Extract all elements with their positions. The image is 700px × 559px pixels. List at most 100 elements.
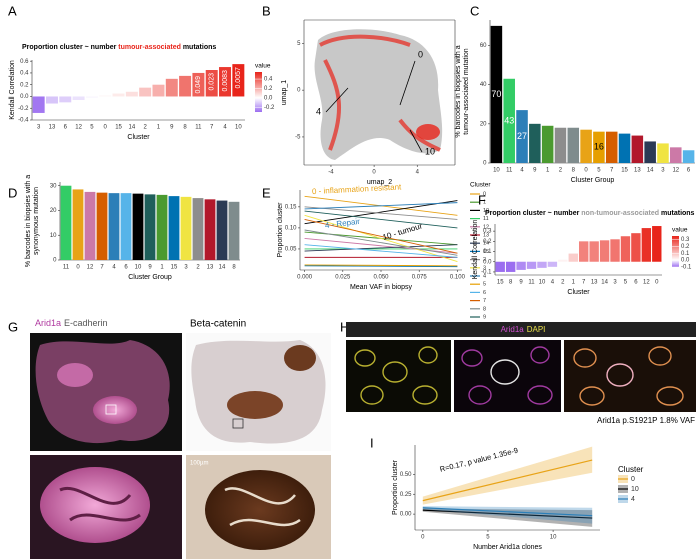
bar <box>192 72 205 97</box>
bar <box>144 194 156 260</box>
x-tick-label: 5 <box>624 280 628 286</box>
stain: Arid1a <box>501 325 525 334</box>
title-part: tumour-associated <box>118 44 181 51</box>
x-tick-label: 10 <box>539 280 546 286</box>
colorbar <box>672 236 679 267</box>
legend-label: 2 <box>483 257 486 263</box>
x-tick-label: 7 <box>582 280 586 286</box>
panel-h-images: H Arid1a DAPI Arid1a p.S1921P 1.8% VAF <box>340 319 696 425</box>
bar <box>670 147 682 163</box>
bar <box>579 241 589 262</box>
x-tick-label: 2 <box>143 125 147 131</box>
tissue <box>93 396 137 424</box>
bar <box>505 261 516 272</box>
rings <box>354 346 684 406</box>
annotation-line <box>409 129 423 153</box>
x-tick-label: 11 <box>195 125 202 131</box>
x-tick-label: 9 <box>533 168 537 174</box>
x-axis-label: umap_2 <box>367 179 392 186</box>
bar <box>219 67 232 97</box>
y-tick-label: 0.2 <box>20 82 29 88</box>
bar <box>99 95 112 97</box>
tissue <box>205 470 315 550</box>
image-merge <box>564 340 696 412</box>
bar <box>558 259 568 262</box>
x-tick-label: 0.100 <box>450 275 466 281</box>
y-axis-label: umap_1 <box>281 80 288 105</box>
y-axis-label: Kendall Correlation <box>9 60 16 120</box>
gland <box>224 487 301 527</box>
colorbar-tick-label: 0.0 <box>264 95 273 101</box>
x-tick-label: 11 <box>528 280 535 286</box>
tissue <box>227 391 283 419</box>
x-axis-label: Cluster <box>127 134 150 141</box>
x-tick-label: 0 <box>421 535 425 541</box>
chart-title: Proportion cluster ~ number tumour-assoc… <box>22 44 216 51</box>
panel-letter: I <box>370 435 374 450</box>
legend-label: 12 <box>483 224 489 230</box>
y-tick-label: 0.0 <box>20 94 29 100</box>
bar <box>45 96 58 104</box>
y-axis-label: synonymous mutation <box>33 187 40 255</box>
data-label: 43 <box>504 115 514 125</box>
header-bar <box>346 322 696 337</box>
annotation: 10 <box>425 146 435 156</box>
y-axis-label: Proportion cluster <box>277 202 284 258</box>
x-tick-label: 5 <box>597 168 601 174</box>
annotation: 4 <box>316 106 321 116</box>
x-tick-label: 15 <box>497 280 504 286</box>
stain: E-cadherin <box>64 318 108 328</box>
legend-label: 4 <box>483 273 486 279</box>
x-tick-label: 2 <box>559 168 563 174</box>
x-tick-label: 0.050 <box>373 275 389 281</box>
x-tick-label: 6 <box>687 168 691 174</box>
colorbar-title: value <box>255 63 271 70</box>
y-tick-label: 0.15 <box>285 204 297 210</box>
bar <box>547 261 558 267</box>
title-part: Proportion cluster ~ number <box>485 210 581 217</box>
series-line <box>422 507 593 517</box>
x-tick-label: 15 <box>115 125 122 131</box>
legend-label: 11 <box>483 216 489 222</box>
y-tick-label: 0.25 <box>400 492 412 498</box>
x-tick-label: 10 <box>235 125 242 131</box>
series-line <box>304 210 458 229</box>
bar <box>529 123 541 163</box>
bar <box>490 25 503 164</box>
x-tick-label: 1 <box>160 265 164 271</box>
bar <box>72 96 85 100</box>
x-tick-label: 8 <box>183 125 187 131</box>
bar <box>610 239 620 262</box>
bar <box>84 191 96 260</box>
series-line <box>304 244 458 258</box>
x-tick-label: 15 <box>171 265 178 271</box>
bar <box>618 133 631 163</box>
umap-red <box>416 124 440 140</box>
x-tick-label: 8 <box>572 168 576 174</box>
bar <box>72 189 84 260</box>
caption: Arid1a p.S1921P 1.8% VAF <box>597 416 695 425</box>
panel-letter: C <box>470 3 479 18</box>
bar <box>32 96 45 113</box>
annotation: 0 <box>418 49 423 59</box>
x-tick-label: 12 <box>87 265 94 271</box>
x-tick-label: 10 <box>493 168 500 174</box>
series-line <box>304 206 458 220</box>
x-tick-label: 5 <box>90 125 94 131</box>
colorbar-title: value <box>672 227 688 234</box>
bar <box>657 143 669 163</box>
bar <box>139 87 152 97</box>
tissue <box>40 467 150 543</box>
x-tick-label: 14 <box>219 265 226 271</box>
title-part: Proportion cluster ~ number <box>22 44 118 51</box>
bar <box>503 78 515 163</box>
annotation-line <box>325 87 349 113</box>
y-tick-label: 0 <box>483 161 487 167</box>
y-tick-label: 40 <box>480 82 487 88</box>
legend-label: 6 <box>483 290 486 296</box>
bar <box>112 93 125 97</box>
bar <box>125 91 138 97</box>
bar <box>682 150 695 163</box>
inset-box <box>232 418 244 429</box>
